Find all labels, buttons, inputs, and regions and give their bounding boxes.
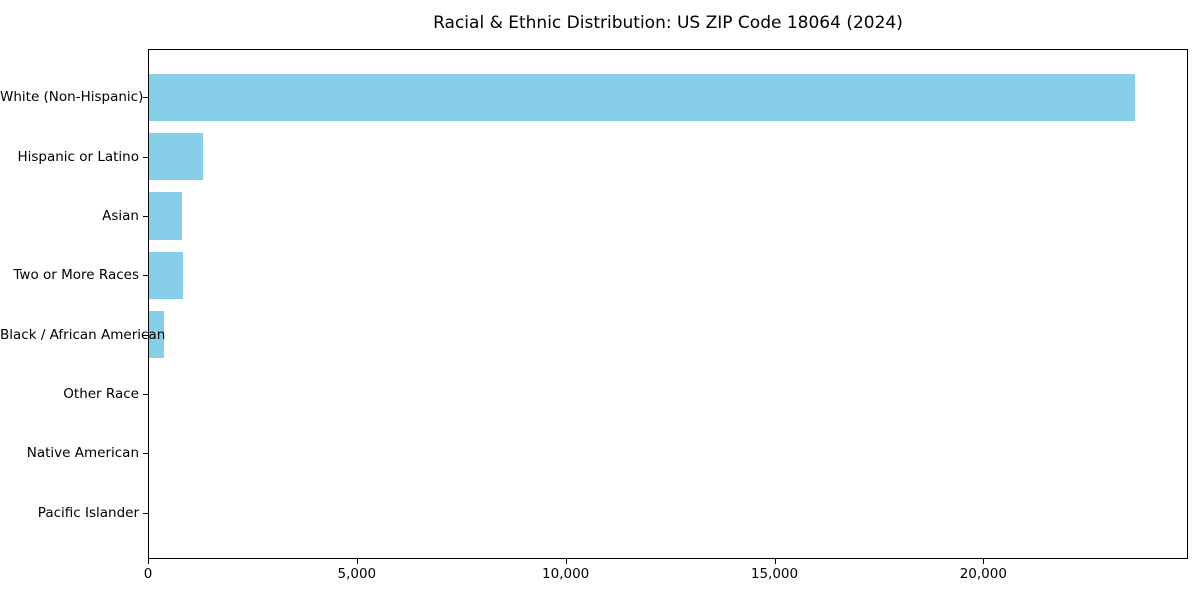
y-axis-label: White (Non-Hispanic) xyxy=(0,89,144,106)
bar xyxy=(149,251,183,300)
x-tick-mark xyxy=(356,559,358,564)
y-axis-label: Two or More Races xyxy=(13,267,139,284)
y-tick-mark xyxy=(143,97,148,99)
y-tick-mark xyxy=(143,512,148,514)
bar xyxy=(149,310,164,359)
y-tick-mark xyxy=(143,453,148,455)
y-axis-label: Black / African American xyxy=(0,326,166,343)
bar xyxy=(149,132,203,181)
y-tick-mark xyxy=(143,394,148,395)
y-axis-label: Native American xyxy=(26,445,139,462)
x-tick-mark xyxy=(148,559,149,564)
x-axis-tick-label: 10,000 xyxy=(542,566,590,582)
x-axis-tick-label: 0 xyxy=(143,566,153,582)
bar xyxy=(149,73,1135,122)
y-tick-mark xyxy=(143,275,148,277)
y-tick-mark xyxy=(143,215,148,217)
x-axis-tick-label: 20,000 xyxy=(959,566,1007,582)
chart-title: Racial & Ethnic Distribution: US ZIP Cod… xyxy=(433,13,903,33)
plot-area xyxy=(148,49,1188,559)
y-tick-mark xyxy=(143,334,148,336)
y-axis-label: Other Race xyxy=(63,386,139,402)
y-axis-label: Pacific Islander xyxy=(37,504,139,521)
x-tick-mark xyxy=(983,559,985,564)
bar xyxy=(149,192,182,240)
x-axis-tick-label: 5,000 xyxy=(337,566,377,582)
x-tick-mark xyxy=(774,559,776,564)
x-axis-tick-label: 15,000 xyxy=(750,566,799,582)
y-axis-label: Hispanic or Latino xyxy=(17,148,139,165)
x-tick-mark xyxy=(565,559,567,564)
y-axis-label: Asian xyxy=(102,207,139,224)
y-tick-mark xyxy=(143,156,148,158)
